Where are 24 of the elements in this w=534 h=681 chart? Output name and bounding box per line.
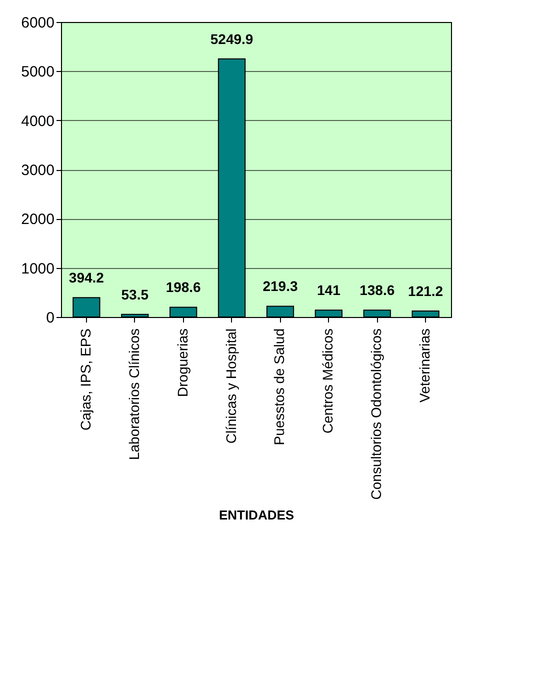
x-tick-label: Clínicas y Hospital	[222, 328, 239, 444]
y-tick-label: 2000	[21, 211, 54, 228]
data-label: 394.2	[68, 270, 104, 286]
data-label: 53.5	[121, 286, 149, 302]
x-tick-label: Centros Médicos	[320, 328, 336, 434]
x-axis-title: ENTIDADES	[218, 508, 294, 523]
y-tick-label: 0	[46, 310, 54, 326]
y-tick-label: 1000	[21, 260, 54, 278]
y-tick-label: 6000	[21, 14, 54, 32]
y-tick-label: 4000	[21, 112, 54, 130]
data-label: 198.6	[166, 279, 202, 296]
data-label: 121.2	[408, 283, 444, 300]
data-label: 141	[316, 282, 341, 298]
x-tick-label: Veterinarias	[416, 328, 433, 402]
x-tick-label: Droguerias	[174, 328, 190, 397]
x-tick-label: Puesstos de Salud	[271, 328, 288, 446]
y-tick-label: 3000	[21, 162, 54, 179]
data-label: 138.6	[360, 282, 395, 298]
y-tick-label: 5000	[21, 64, 54, 81]
x-tick-label: Cajas, IPS, EPS	[77, 328, 94, 430]
data-label: 219.3	[262, 278, 298, 294]
x-tick-label: Consultorios Odontológicos	[368, 328, 384, 500]
x-tick-label: Laboratorios Clínicos	[126, 328, 142, 460]
data-label: 5249.9	[210, 30, 254, 47]
